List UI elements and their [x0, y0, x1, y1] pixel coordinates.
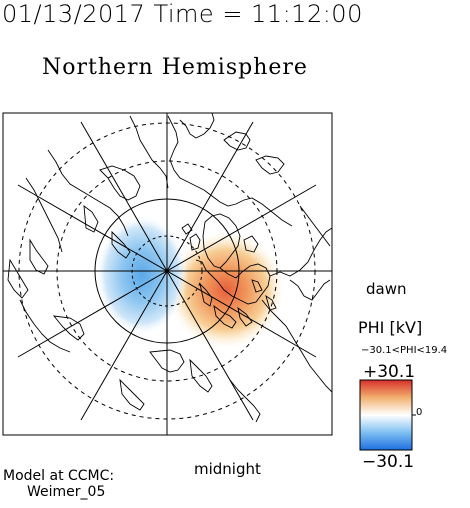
colorbar-range: −30.1<PHI<19.4	[361, 345, 448, 356]
dawn-label: dawn	[366, 280, 407, 298]
meridian-spokes	[3, 113, 332, 435]
colorbar-zero-label: 0	[416, 407, 423, 418]
model-credit: Model at CCMC:	[3, 468, 115, 484]
colorbar-title: PHI [kV]	[358, 318, 423, 337]
positive-potential-cell	[168, 232, 284, 348]
colorbar-min-label: −30.1	[362, 452, 415, 472]
midnight-label: midnight	[194, 460, 261, 478]
colorbar-max-label: +30.1	[363, 362, 416, 382]
plot-title: Northern Hemisphere	[42, 55, 308, 80]
timestamp: 01/13/2017 Time = 11:12:00	[2, 0, 363, 28]
negative-potential-cell	[96, 215, 188, 335]
colorbar	[359, 379, 413, 451]
model-name: Weimer_05	[27, 484, 106, 500]
coastlines	[7, 113, 332, 423]
